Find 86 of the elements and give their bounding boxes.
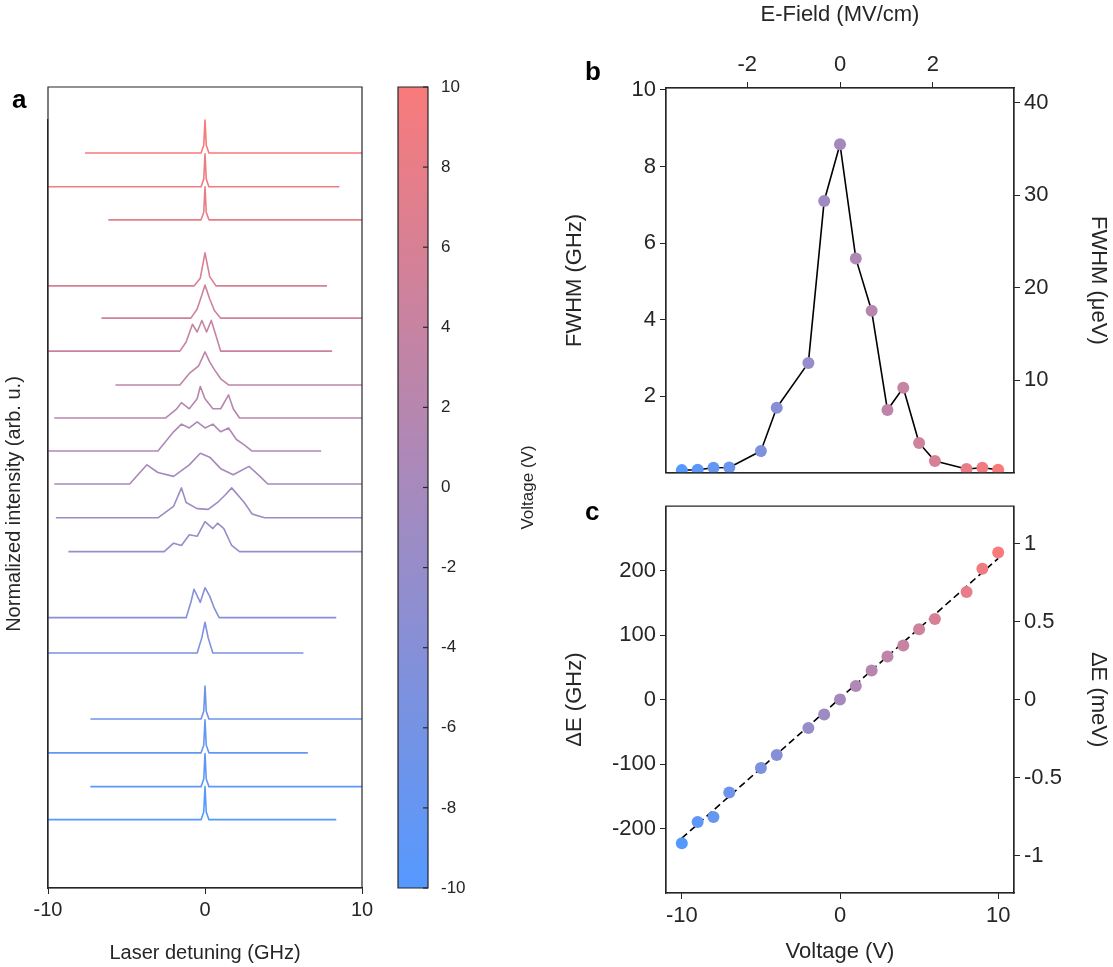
y2-tick-label: -0.5: [1024, 763, 1062, 789]
y-axis-title: Normalized intensity (arb. u.): [1, 376, 24, 632]
point: [707, 810, 720, 823]
color-bar-label: 2: [441, 397, 451, 417]
point: [802, 721, 815, 734]
point: [691, 463, 704, 473]
y2-tick-label: 30: [1024, 181, 1049, 207]
point: [928, 454, 941, 467]
point: [881, 404, 894, 417]
color-bar-title: Voltage (V): [517, 445, 537, 530]
x2-tick-label: 0: [833, 50, 847, 76]
y2-tick-label: 40: [1024, 88, 1049, 114]
point: [881, 650, 894, 663]
point: [992, 463, 1005, 473]
y-axis-title: FWHM (GHz): [561, 213, 587, 347]
point: [897, 381, 910, 394]
color-bar-label: 10: [441, 76, 460, 96]
point: [897, 639, 910, 652]
y-tick-label: 10: [631, 75, 656, 101]
y2-tick-label: -1: [1024, 841, 1044, 867]
y-tick-label: 200: [619, 556, 656, 582]
color-bar-label: -10: [441, 877, 466, 897]
y-tick-label: 6: [643, 229, 656, 255]
color-bar-label: 6: [441, 236, 451, 256]
x-axis-title: Voltage (V): [785, 937, 895, 963]
y2-tick-label: 20: [1024, 273, 1049, 299]
y2-tick-label: 1: [1024, 529, 1037, 555]
y2-tick-label: 0: [1024, 685, 1037, 711]
point: [849, 252, 862, 265]
y2-axis-title: ΔE (meV): [1086, 651, 1112, 748]
y-tick-label: 2: [643, 382, 656, 408]
point: [960, 462, 973, 473]
point: [675, 837, 688, 850]
y-tick-label: -200: [611, 814, 656, 840]
y-axis-title: ΔE (GHz): [561, 652, 587, 747]
point: [754, 444, 767, 457]
chart-title: c: [585, 496, 600, 526]
point: [802, 356, 815, 369]
y-tick-label: 8: [643, 152, 656, 178]
point: [834, 693, 846, 706]
point: [913, 623, 926, 636]
color-bar-label: -4: [441, 637, 457, 657]
point: [691, 816, 704, 829]
color-bar-label: 0: [441, 477, 451, 497]
y-tick-label: 4: [643, 305, 656, 331]
color-bar-label: 4: [441, 316, 451, 336]
chart-title: b: [585, 56, 601, 86]
x-axis-title: Laser detuning (GHz): [109, 940, 301, 963]
y-tick-label: 100: [619, 621, 656, 647]
point: [818, 708, 831, 721]
y2-tick-label: 0.5: [1024, 607, 1055, 633]
point: [865, 664, 878, 677]
point: [834, 138, 846, 151]
x-tick-label: 10: [350, 897, 374, 920]
point: [976, 562, 989, 575]
point: [992, 546, 1005, 559]
color-bar-label: 8: [441, 156, 451, 176]
x2-tick-label: 2: [926, 50, 939, 76]
x-tick-label: 0: [199, 897, 211, 920]
x2-tick-label: -2: [737, 50, 757, 76]
point: [723, 461, 736, 473]
chart-title: a: [12, 84, 27, 114]
point: [960, 585, 973, 598]
point: [770, 749, 783, 762]
point: [913, 436, 926, 449]
color-bar-label: -6: [441, 717, 457, 737]
y-tick-label: 0: [643, 685, 656, 711]
point: [770, 401, 783, 414]
x-tick-label: 0: [833, 902, 847, 928]
point: [928, 613, 941, 626]
y-tick-label: -100: [611, 750, 656, 776]
x2-axis-title: E-Field (MV/cm): [760, 1, 920, 27]
x-tick-label: 10: [985, 902, 1011, 928]
x-tick-label: -10: [665, 902, 698, 928]
point: [976, 461, 989, 473]
point: [849, 680, 862, 693]
point: [865, 304, 878, 317]
point: [723, 786, 736, 799]
point: [754, 761, 767, 774]
point: [707, 461, 720, 473]
y2-axis-title: FWHM (μeV): [1086, 216, 1112, 345]
y2-tick-label: 10: [1024, 366, 1049, 392]
point: [818, 194, 831, 207]
x-tick-label: -10: [33, 897, 63, 920]
color-bar-label: -8: [441, 797, 457, 817]
color-bar-label: -2: [441, 557, 457, 577]
